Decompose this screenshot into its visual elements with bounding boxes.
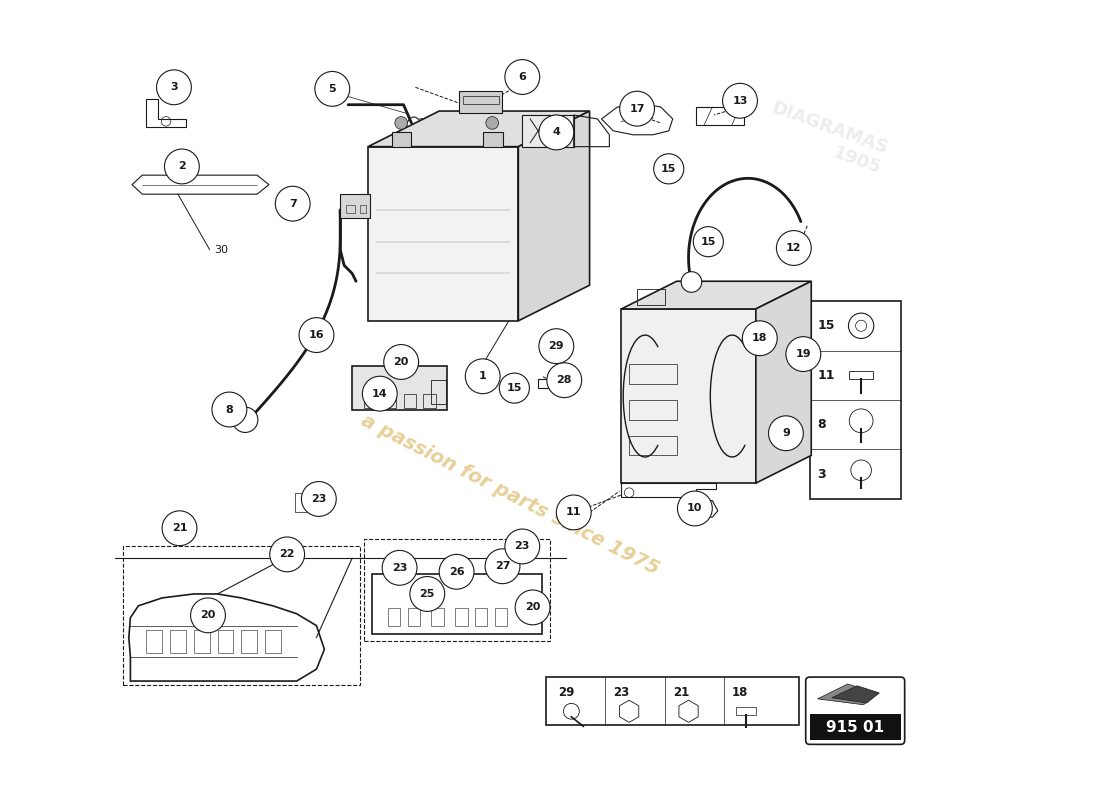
Text: 10: 10	[688, 503, 703, 514]
Circle shape	[777, 230, 811, 266]
Circle shape	[465, 359, 501, 394]
Polygon shape	[518, 111, 590, 321]
Circle shape	[693, 226, 724, 257]
Text: 23: 23	[614, 686, 629, 698]
Circle shape	[785, 337, 821, 371]
Polygon shape	[756, 282, 812, 483]
Text: 21: 21	[172, 523, 187, 534]
Circle shape	[769, 416, 803, 450]
Circle shape	[499, 373, 529, 403]
Circle shape	[301, 482, 337, 516]
Circle shape	[270, 537, 305, 572]
Circle shape	[315, 71, 350, 106]
Circle shape	[742, 321, 778, 356]
Text: 3: 3	[817, 468, 826, 481]
Circle shape	[653, 154, 684, 184]
Circle shape	[439, 554, 474, 590]
FancyBboxPatch shape	[459, 91, 503, 114]
Circle shape	[619, 91, 654, 126]
Text: 22: 22	[279, 550, 295, 559]
Text: 23: 23	[392, 563, 407, 573]
Circle shape	[539, 115, 574, 150]
Text: 8: 8	[226, 405, 233, 414]
Text: 15: 15	[701, 237, 716, 246]
Circle shape	[505, 59, 540, 94]
Text: 23: 23	[515, 542, 530, 551]
Text: 18: 18	[733, 686, 748, 698]
Circle shape	[515, 590, 550, 625]
Text: 15: 15	[661, 164, 676, 174]
Circle shape	[275, 186, 310, 221]
Circle shape	[162, 511, 197, 546]
FancyBboxPatch shape	[810, 714, 901, 741]
Text: 27: 27	[495, 562, 510, 571]
Text: 17: 17	[629, 104, 645, 114]
FancyBboxPatch shape	[483, 133, 503, 146]
Text: 7: 7	[289, 198, 297, 209]
Circle shape	[362, 376, 397, 411]
Text: 26: 26	[449, 566, 464, 577]
Text: 14: 14	[372, 389, 387, 398]
Circle shape	[190, 598, 226, 633]
Circle shape	[485, 549, 520, 584]
Text: 1: 1	[478, 371, 486, 382]
Circle shape	[723, 83, 758, 118]
Text: 9: 9	[782, 428, 790, 438]
Text: 15: 15	[507, 383, 522, 393]
Text: 4: 4	[552, 127, 560, 138]
Text: 21: 21	[673, 686, 689, 698]
Polygon shape	[367, 146, 518, 321]
Circle shape	[395, 117, 407, 130]
Circle shape	[165, 149, 199, 184]
Circle shape	[212, 392, 246, 427]
Polygon shape	[832, 686, 879, 703]
Text: DIAGRAMAS
1905: DIAGRAMAS 1905	[762, 99, 890, 178]
Circle shape	[681, 272, 702, 292]
Circle shape	[557, 495, 591, 530]
Text: 29: 29	[558, 686, 574, 698]
Polygon shape	[621, 309, 756, 483]
Text: 28: 28	[557, 375, 572, 386]
Circle shape	[486, 117, 498, 130]
Polygon shape	[817, 684, 877, 705]
Polygon shape	[621, 282, 812, 309]
Circle shape	[539, 329, 574, 363]
Circle shape	[547, 362, 582, 398]
Circle shape	[299, 318, 334, 353]
Text: 3: 3	[170, 82, 178, 92]
Text: 15: 15	[817, 319, 835, 332]
Circle shape	[678, 491, 713, 526]
Text: 16: 16	[309, 330, 324, 340]
Text: 20: 20	[200, 610, 216, 620]
Text: 20: 20	[525, 602, 540, 613]
Circle shape	[232, 407, 257, 433]
Text: 11: 11	[566, 507, 582, 518]
Text: 12: 12	[786, 243, 802, 253]
FancyBboxPatch shape	[522, 115, 574, 146]
Text: 2: 2	[178, 162, 186, 171]
Text: 13: 13	[733, 96, 748, 106]
Text: a passion for parts since 1975: a passion for parts since 1975	[359, 411, 662, 578]
Circle shape	[505, 529, 540, 564]
Text: 19: 19	[795, 349, 811, 359]
Text: 915 01: 915 01	[826, 720, 884, 735]
Polygon shape	[367, 111, 590, 146]
Text: 29: 29	[549, 341, 564, 351]
Circle shape	[382, 550, 417, 586]
Text: 23: 23	[311, 494, 327, 504]
Text: 6: 6	[518, 72, 526, 82]
Circle shape	[384, 345, 419, 379]
Text: 20: 20	[394, 357, 409, 367]
FancyBboxPatch shape	[392, 133, 411, 146]
Circle shape	[156, 70, 191, 105]
Text: 18: 18	[752, 334, 768, 343]
Text: 5: 5	[329, 84, 337, 94]
Text: 11: 11	[817, 369, 835, 382]
FancyBboxPatch shape	[352, 366, 447, 410]
Text: 25: 25	[419, 589, 435, 599]
FancyBboxPatch shape	[340, 194, 371, 218]
Text: 30: 30	[214, 245, 229, 254]
Circle shape	[410, 577, 444, 611]
Text: 8: 8	[817, 418, 826, 431]
